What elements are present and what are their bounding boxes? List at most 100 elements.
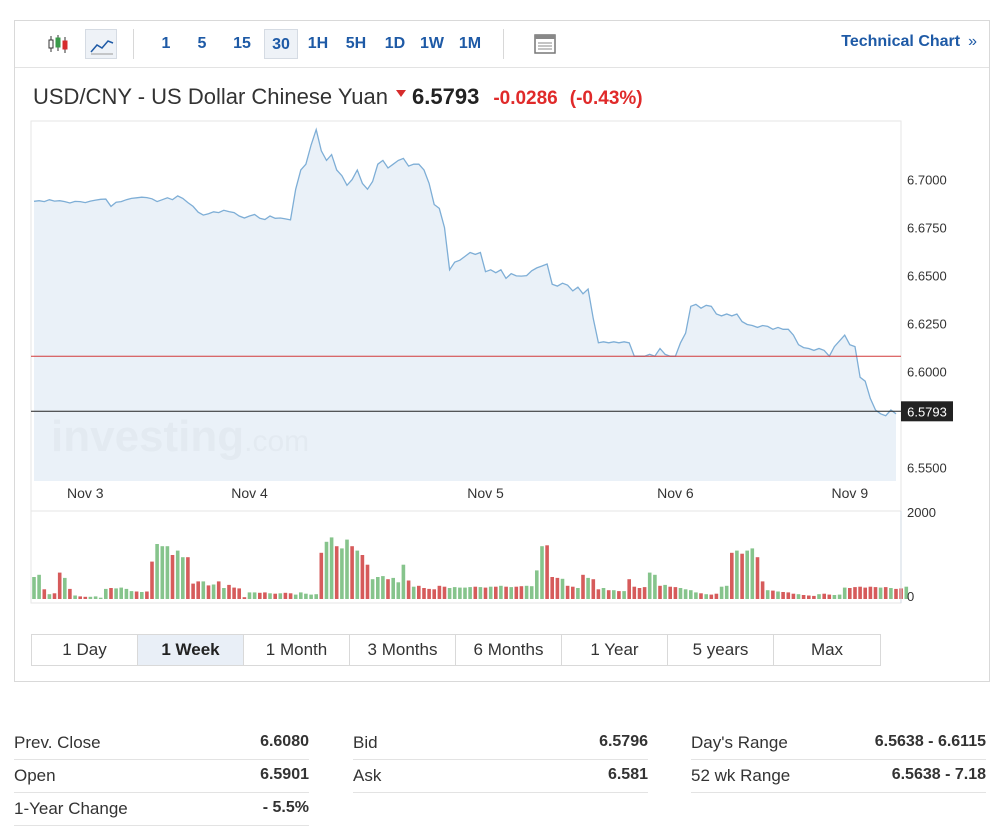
stat-label: Ask (353, 766, 382, 785)
volume-bar (781, 592, 785, 599)
volume-bar (427, 588, 431, 599)
x-tick-label: Nov 4 (231, 485, 268, 501)
range-button-1-week[interactable]: 1 Week (138, 635, 244, 665)
volume-bar (478, 587, 483, 599)
volume-bar (422, 588, 426, 599)
stat-value: 6.581 (607, 766, 648, 783)
range-button-5-years[interactable]: 5 years (668, 635, 774, 665)
volume-bar (524, 585, 529, 599)
volume-bar (175, 550, 180, 599)
volume-bar (160, 546, 165, 599)
volume-bar (822, 593, 826, 599)
down-arrow-icon (396, 90, 407, 97)
volume-bar (771, 590, 775, 599)
volume-bar (165, 546, 170, 599)
stat-label: Open (14, 766, 56, 785)
range-button-1-year[interactable]: 1 Year (562, 635, 668, 665)
volume-bar (673, 587, 678, 599)
volume-bar (837, 594, 842, 599)
volume-bar (622, 591, 626, 599)
volume-bar (694, 592, 698, 599)
volume-bar (52, 593, 57, 599)
quote-header: USD/CNY - US Dollar Chinese Yuan 6.5793 -0… (33, 84, 655, 110)
last-price: 6.5793 (412, 84, 480, 109)
volume-bar (704, 594, 708, 599)
volume-bar (216, 581, 221, 599)
area-chart-icon[interactable] (85, 29, 117, 59)
candlestick-chart-icon[interactable] (43, 29, 75, 59)
volume-bar (329, 537, 334, 599)
interval-button-15[interactable]: 15 (233, 35, 251, 52)
volume-bar (129, 591, 134, 599)
range-button-1-month[interactable]: 1 Month (244, 635, 350, 665)
volume-bar (242, 597, 247, 599)
technical-chart-link[interactable]: Technical Chart » (841, 33, 977, 51)
volume-bar (591, 579, 596, 599)
volume-bar (817, 594, 821, 599)
interval-button-1m[interactable]: 1M (458, 35, 482, 52)
volume-bar (396, 582, 401, 599)
volume-bar (637, 588, 642, 599)
range-button-max[interactable]: Max (774, 635, 880, 665)
volume-bar (247, 592, 252, 599)
interval-button-5h[interactable]: 5H (345, 35, 367, 52)
y-tick-label: 6.6750 (907, 221, 947, 236)
interval-button-5[interactable]: 5 (197, 35, 207, 52)
volume-bar (483, 587, 488, 599)
stat-row: Bid 6.5796 (353, 728, 648, 760)
interval-button-30[interactable]: 30 (264, 29, 298, 59)
range-selector: 1 Day 1 Week 1 Month 3 Months 6 Months 1 Year… (31, 634, 881, 666)
volume-bar (683, 589, 688, 599)
volume-bar (504, 586, 508, 599)
volume-bar (196, 581, 200, 599)
volume-bar (381, 576, 385, 599)
interval-button-1w[interactable]: 1W (420, 35, 444, 52)
volume-bar (401, 564, 406, 599)
volume-bar (832, 595, 837, 599)
volume-bar (663, 584, 667, 599)
interval-button-1d[interactable]: 1D (384, 35, 406, 52)
price-change-percent: (-0.43%) (569, 88, 643, 109)
volume-bar (709, 594, 714, 599)
volume-bar (873, 587, 878, 599)
interval-button-1h[interactable]: 1H (307, 35, 329, 52)
volume-bar (868, 586, 873, 599)
range-button-1-day[interactable]: 1 Day (32, 635, 138, 665)
volume-bar (555, 577, 560, 599)
interval-button-1[interactable]: 1 (161, 35, 171, 52)
volume-bar (134, 591, 139, 599)
stats-column: Prev. Close 6.6080 Open 6.5901 1-Year Change… (14, 728, 309, 827)
volume-bar (812, 595, 816, 599)
volume-bar (678, 588, 683, 599)
volume-bar (468, 587, 472, 599)
volume-bar (699, 593, 703, 599)
volume-bar (863, 587, 867, 599)
stat-label: Day's Range (691, 733, 788, 752)
volume-bar (57, 572, 62, 599)
table-view-icon[interactable] (529, 29, 561, 59)
volume-bar (653, 574, 657, 599)
volume-bar (222, 588, 226, 599)
volume-bar (376, 577, 380, 599)
volume-bar (540, 546, 544, 599)
range-button-3-months[interactable]: 3 Months (350, 635, 456, 665)
volume-bar (304, 593, 308, 599)
range-button-6-months[interactable]: 6 Months (456, 635, 562, 665)
volume-bar (786, 592, 791, 599)
volume-tick-label: 0 (907, 589, 914, 604)
volume-bar (211, 584, 216, 599)
volume-bar (514, 586, 519, 599)
volume-bar (83, 596, 88, 599)
volume-bar (889, 588, 893, 599)
volume-bar (848, 588, 852, 599)
stat-row: Day's Range 6.5638 - 6.6115 (691, 728, 986, 760)
volume-bar (658, 585, 662, 599)
volume-bar (232, 587, 236, 599)
stat-row: 1-Year Change - 5.5% (14, 794, 309, 826)
pair-title: USD/CNY - US Dollar Chinese Yuan (33, 84, 389, 109)
volume-bar (252, 592, 257, 599)
volume-bar (668, 586, 672, 599)
stat-value: 6.5901 (260, 766, 309, 783)
volume-bar (299, 592, 303, 599)
volume-bar (442, 586, 447, 599)
